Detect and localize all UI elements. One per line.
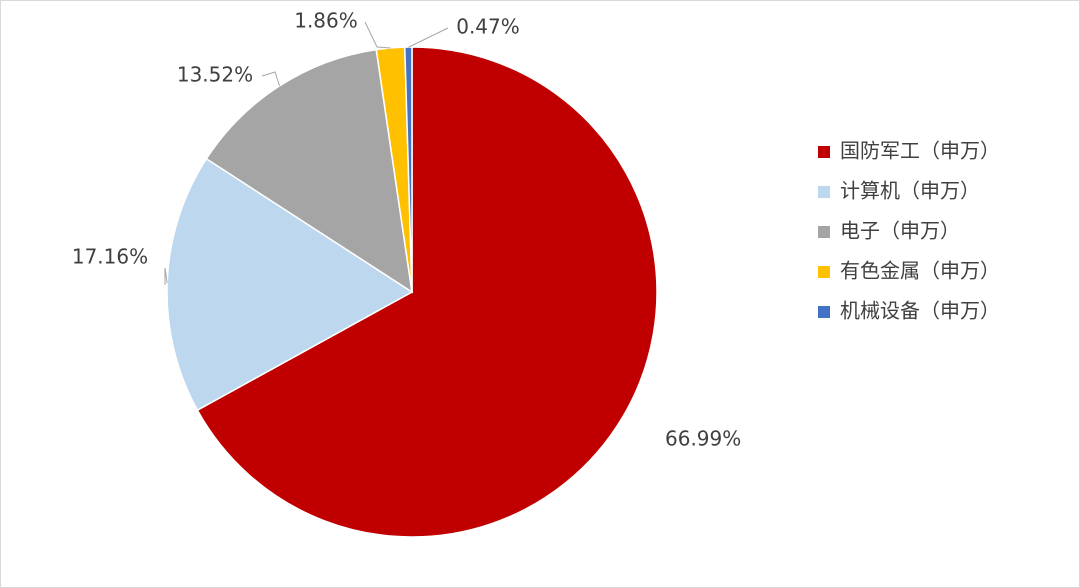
data-label: 66.99% <box>665 427 741 451</box>
legend-swatch <box>818 226 830 238</box>
data-label: 1.86% <box>294 9 358 33</box>
legend-swatch <box>818 306 830 318</box>
leader-line <box>364 21 391 49</box>
data-label: 17.16% <box>72 245 148 269</box>
leader-line <box>261 71 281 87</box>
data-label: 13.52% <box>177 63 253 87</box>
pie-slice <box>196 46 658 538</box>
data-label: 0.47% <box>456 15 520 39</box>
legend-label: 计算机（申万） <box>840 179 980 203</box>
legend-swatch <box>818 186 830 198</box>
leader-line <box>164 267 168 285</box>
legend-label: 国防军工（申万） <box>840 139 1000 163</box>
pie-slice <box>205 48 413 294</box>
legend-swatch <box>818 146 830 158</box>
legend-label: 机械设备（申万） <box>840 299 1000 323</box>
legend-label: 有色金属（申万） <box>840 259 1000 283</box>
legend-label: 电子（申万） <box>840 219 960 243</box>
leader-line <box>408 27 449 48</box>
legend-swatch <box>818 266 830 278</box>
pie-slice <box>166 157 414 412</box>
